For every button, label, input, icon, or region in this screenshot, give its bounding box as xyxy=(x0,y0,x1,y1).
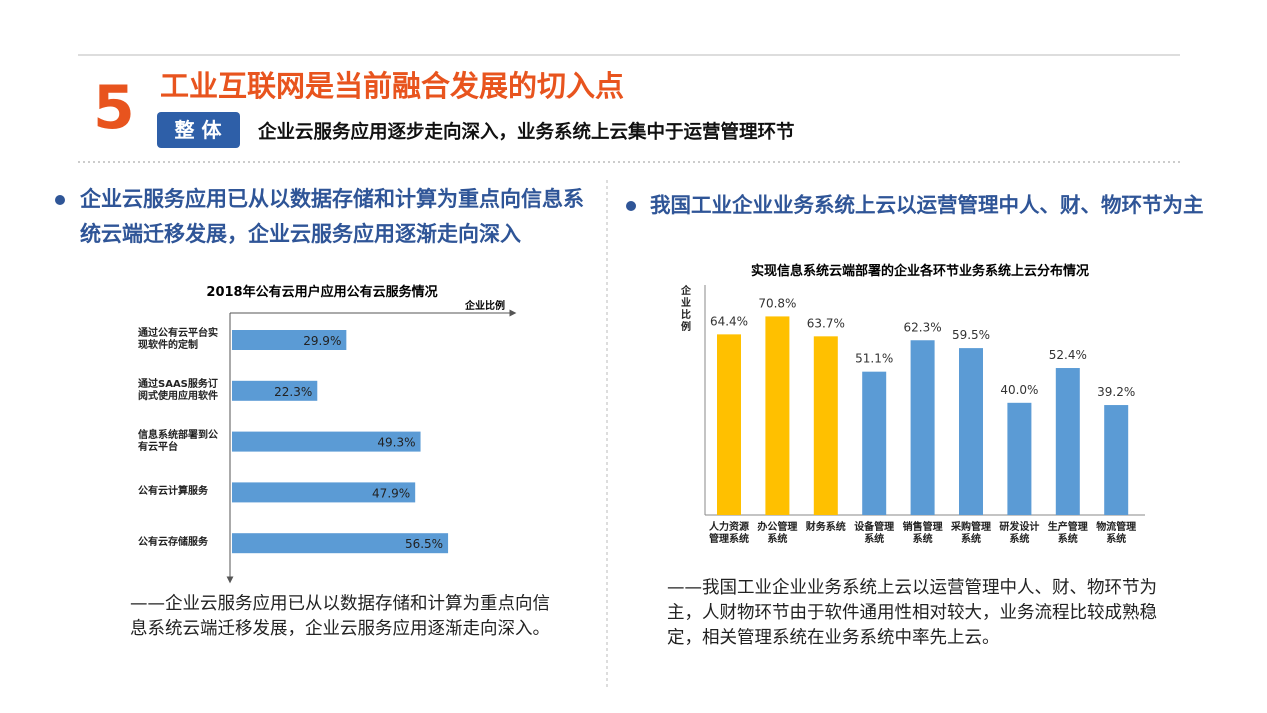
value-label: 63.7% xyxy=(807,316,845,330)
bar xyxy=(232,380,318,401)
bar xyxy=(813,336,838,515)
bar xyxy=(862,371,887,515)
badge: 整 体 xyxy=(174,118,223,142)
value-label: 52.4% xyxy=(1049,348,1087,362)
bullet-dot xyxy=(626,201,636,211)
subtitle: 企业云服务应用逐步走向深入，业务系统上云集中于运营管理环节 xyxy=(257,121,795,143)
caption: ——企业云服务应用已从以数据存储和计算为重点向信息系统云端迁移发展，企业云服务应… xyxy=(130,594,550,639)
value-label: 56.5% xyxy=(405,537,443,551)
bar xyxy=(910,340,935,515)
caption: ——我国工业企业业务系统上云以运营管理中人、财、物环节为主，人财物环节由于软件通… xyxy=(667,578,1157,648)
bar xyxy=(232,533,449,554)
value-label: 22.3% xyxy=(274,385,312,399)
value-label: 51.1% xyxy=(855,352,893,366)
category-label: 设备管理系统 xyxy=(854,522,895,545)
bar xyxy=(1055,368,1080,515)
value-label: 64.4% xyxy=(710,314,748,328)
category-label: 生产管理系统 xyxy=(1047,522,1088,545)
chart-title: 2018年公有云用户应用公有云服务情况 xyxy=(206,284,437,300)
value-label: 49.3% xyxy=(377,436,415,450)
badge-bg xyxy=(157,112,240,148)
category-label: 通过SAAS服务订阅式使用应用软件 xyxy=(138,378,218,402)
value-label: 29.9% xyxy=(303,334,341,348)
bar xyxy=(232,330,347,350)
value-label: 62.3% xyxy=(904,320,942,334)
category-label: 办公管理系统 xyxy=(757,522,798,545)
category-label: 公有云存储服务 xyxy=(138,537,208,549)
bar xyxy=(717,334,741,515)
category-label: 物流管理系统 xyxy=(1096,522,1137,545)
category-label: 人力资源管理系统 xyxy=(709,522,749,545)
bullet-dot xyxy=(55,195,65,205)
bar xyxy=(1104,405,1129,515)
bullet-text: 我国工业企业业务系统上云以运营管理中人、财、物环节为主 xyxy=(650,193,1204,217)
category-label: 销售管理系统 xyxy=(902,522,943,545)
category-label: 信息系统部署到公有云平台 xyxy=(138,429,218,453)
value-label: 39.2% xyxy=(1097,385,1135,399)
bar xyxy=(232,482,416,503)
category-label: 财务系统 xyxy=(805,522,846,533)
section-number: 5 xyxy=(93,73,135,143)
value-label: 40.0% xyxy=(1000,383,1038,397)
x-axis-label: 企业比例 xyxy=(464,299,505,312)
category-label: 采购管理系统 xyxy=(951,522,991,545)
value-label: 47.9% xyxy=(372,486,410,500)
bar xyxy=(232,431,421,452)
bullet-text: 企业云服务应用已从以数据存储和计算为重点向信息系统云端迁移发展，企业云服务应用逐… xyxy=(80,187,584,246)
chart-title: 实现信息系统云端部署的企业各环节业务系统上云分布情况 xyxy=(751,263,1089,279)
value-label: 70.8% xyxy=(758,296,796,310)
bar xyxy=(1007,402,1032,515)
bar xyxy=(959,348,983,515)
slide-title: 工业互联网是当前融合发展的切入点 xyxy=(160,69,624,103)
category-label: 公有云计算服务 xyxy=(138,486,208,498)
category-label: 通过公有云平台实现软件的定制 xyxy=(138,328,218,351)
y-axis-label: 企业比例 xyxy=(681,286,691,333)
value-label: 59.5% xyxy=(952,328,990,342)
category-label: 研发设计系统 xyxy=(999,522,1040,545)
bar xyxy=(765,316,790,515)
